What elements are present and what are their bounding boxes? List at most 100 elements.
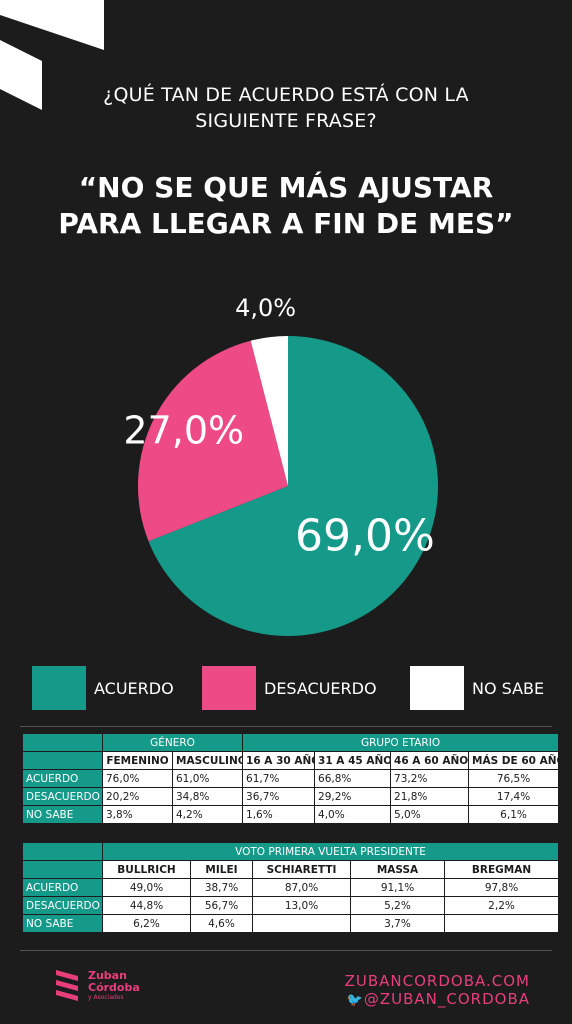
logo-text: Zuban (88, 968, 127, 982)
legend: ACUERDO DESACUERDO NO SABE (32, 664, 552, 712)
column-header: MASSA (350, 860, 445, 879)
table-row: ACUERDO 76,0% 61,0% 61,7% 66,8% 73,2% 76… (22, 769, 560, 788)
table-cell: 6,2% (102, 914, 191, 933)
column-header: MILEI (190, 860, 253, 879)
divider (20, 726, 552, 727)
table-cell: 87,0% (252, 878, 351, 897)
group-header-voto: VOTO PRIMERA VUELTA PRESIDENTE (101, 842, 560, 861)
table-row: NO SABE 3,8% 4,2% 1,6% 4,0% 5,0% 6,1% (22, 805, 560, 824)
table-cell: 61,0% (171, 769, 244, 788)
twitter-bird-icon: 🐦 (346, 993, 364, 1008)
table-cell: 4,2% (171, 805, 244, 824)
pie-chart: 69,0% 27,0% 4,0% (123, 294, 439, 636)
table-cell: 20,2% (102, 787, 173, 806)
column-header: MASCULINO (171, 751, 244, 770)
column-header: FEMENINO (102, 751, 173, 770)
table-cell: 17,4% (468, 787, 560, 806)
row-label: ACUERDO (22, 769, 103, 788)
table-cell: 5,0% (390, 805, 470, 824)
quote-text: “NO SE QUE MÁS AJUSTAR PARA LLEGAR A FIN… (20, 170, 552, 242)
table-cell: 4,0% (314, 805, 392, 824)
legend-item-acuerdo: ACUERDO (32, 664, 174, 712)
zuban-logo-icon (56, 970, 78, 1001)
table-cell: 5,2% (350, 896, 445, 915)
row-label: NO SABE (22, 914, 103, 933)
quote-line: “NO SE QUE MÁS AJUSTAR (78, 171, 494, 204)
group-header-edad: GRUPO ETARIO (242, 733, 560, 752)
vote-table: VOTO PRIMERA VUELTA PRESIDENTE BULLRICH … (22, 842, 560, 933)
twitter-handle[interactable]: 🐦@ZUBAN_CORDOBA (345, 990, 530, 1010)
table-cell: 13,0% (252, 896, 351, 915)
table-corner (22, 860, 103, 879)
table-corner (22, 733, 103, 752)
website-link[interactable]: ZUBANCORDOBA.COM (344, 972, 530, 990)
row-label: NO SABE (22, 805, 103, 824)
table-cell: 6,1% (468, 805, 560, 824)
brand-logo: Zuban Córdoba y Asociados (52, 968, 140, 1002)
column-header: SCHIARETTI (252, 860, 351, 879)
table-cell: 97,8% (443, 878, 560, 897)
pie-slice-acuerdo (148, 336, 439, 636)
decorative-stripe (0, 40, 42, 110)
table-cell: 36,7% (242, 787, 316, 806)
table-cell: 91,1% (350, 878, 445, 897)
table-cell: 4,6% (190, 914, 253, 933)
demographics-table: GÉNERO GRUPO ETARIO FEMENINO MASCULINO 1… (22, 733, 560, 824)
column-header: MÁS DE 60 AÑOS (468, 751, 560, 770)
column-header: BULLRICH (102, 860, 191, 879)
table-corner (22, 842, 103, 861)
row-label: DESACUERDO (22, 896, 103, 915)
pie-slice-no-sabe (250, 336, 288, 486)
row-label: ACUERDO (22, 878, 103, 897)
footer-contact: ZUBANCORDOBA.COM 🐦@ZUBAN_CORDOBA (345, 972, 530, 1010)
question-line: ¿QUÉ TAN DE ACUERDO ESTÁ CON LA (103, 84, 469, 106)
row-label: DESACUERDO (22, 787, 103, 806)
table-row: DESACUERDO 44,8% 56,7% 13,0% 5,2% 2,2% (22, 896, 560, 915)
column-header: BREGMAN (443, 860, 560, 879)
pie-label-no-sabe: 4,0% (235, 294, 296, 322)
logo-subtext: y Asociados (88, 993, 124, 1001)
table-cell: 49,0% (102, 878, 191, 897)
pie-slice-desacuerdo (137, 340, 288, 542)
legend-item-desacuerdo: DESACUERDO (202, 664, 377, 712)
table-cell: 44,8% (102, 896, 191, 915)
table-row: DESACUERDO 20,2% 34,8% 36,7% 29,2% 21,8%… (22, 787, 560, 806)
quote-line: PARA LLEGAR A FIN DE MES” (58, 207, 514, 240)
table-cell: 2,2% (443, 896, 560, 915)
legend-label: ACUERDO (94, 678, 174, 698)
table-cell: 56,7% (190, 896, 253, 915)
group-header-genero: GÉNERO (101, 733, 244, 752)
logo-text: Córdoba (88, 980, 140, 994)
twitter-handle-text: @ZUBAN_CORDOBA (363, 990, 530, 1008)
divider (20, 950, 552, 951)
table-cell (252, 914, 351, 933)
table-cell: 73,2% (390, 769, 470, 788)
table-cell: 38,7% (190, 878, 253, 897)
decorative-stripe (0, 0, 104, 50)
legend-swatch-desacuerdo (202, 666, 256, 710)
legend-label: DESACUERDO (264, 678, 377, 698)
column-header: 16 A 30 AÑOS (242, 751, 316, 770)
table-cell: 76,5% (468, 769, 560, 788)
pie-label-acuerdo: 69,0% (295, 510, 435, 561)
table-row: ACUERDO 49,0% 38,7% 87,0% 91,1% 97,8% (22, 878, 560, 897)
column-header: 31 A 45 AÑOS (314, 751, 392, 770)
legend-swatch-no-sabe (410, 666, 464, 710)
table-cell: 3,7% (350, 914, 445, 933)
table-cell (443, 914, 560, 933)
table-cell: 66,8% (314, 769, 392, 788)
table-cell: 34,8% (171, 787, 244, 806)
table-cell: 29,2% (314, 787, 392, 806)
legend-item-no-sabe: NO SABE (410, 664, 544, 712)
pie-label-desacuerdo: 27,0% (123, 408, 244, 452)
table-corner (22, 751, 103, 770)
table-cell: 61,7% (242, 769, 316, 788)
table-cell: 76,0% (102, 769, 173, 788)
question-text: ¿QUÉ TAN DE ACUERDO ESTÁ CON LA SIGUIENT… (40, 82, 532, 134)
table-cell: 3,8% (102, 805, 173, 824)
legend-label: NO SABE (472, 678, 545, 698)
table-cell: 1,6% (242, 805, 316, 824)
column-header: 46 A 60 AÑOS (390, 751, 470, 770)
table-row: NO SABE 6,2% 4,6% 3,7% (22, 914, 560, 933)
table-cell: 21,8% (390, 787, 470, 806)
